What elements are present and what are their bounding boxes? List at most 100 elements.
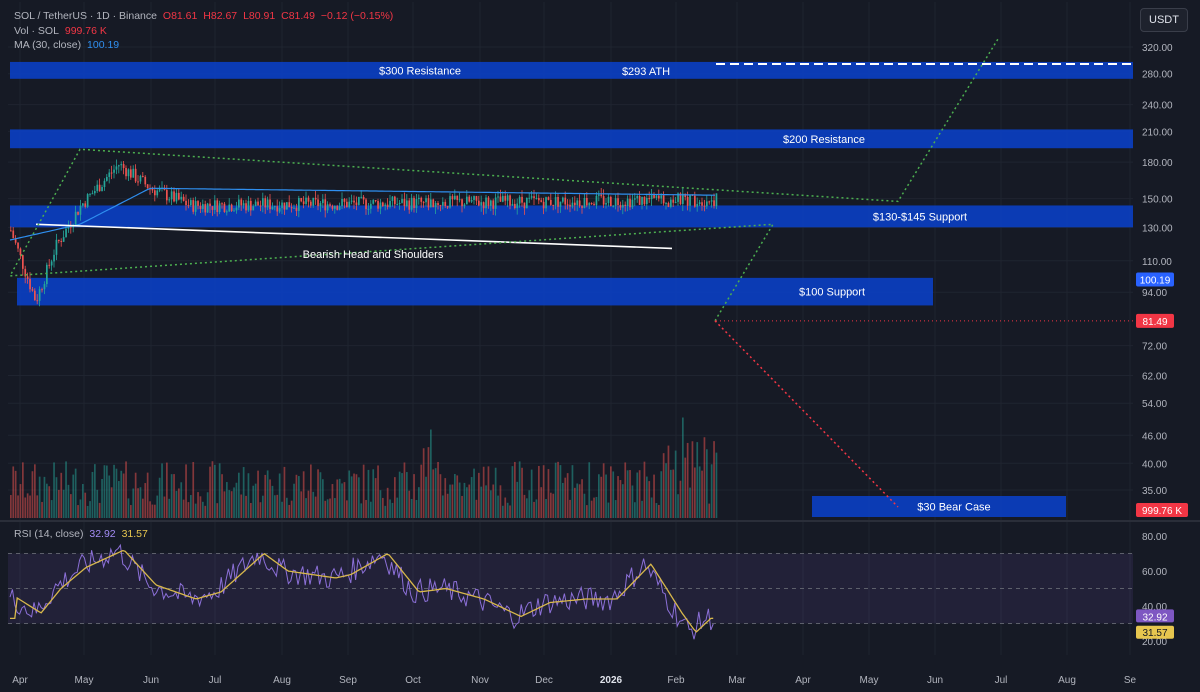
candle-body	[679, 193, 682, 204]
volume-bar	[48, 486, 51, 518]
candle-body	[689, 194, 691, 206]
volume-bar	[194, 503, 197, 518]
open-value: O81.61	[162, 10, 198, 22]
volume-bar	[552, 493, 555, 518]
volume-bar	[629, 470, 631, 518]
volume-bar	[593, 497, 595, 518]
volume-bar	[149, 501, 151, 518]
ma-price-badge-bg	[1136, 272, 1174, 287]
volume-bar	[420, 464, 423, 518]
volume-bar	[600, 476, 603, 518]
volume-bar	[362, 464, 365, 518]
candle-body	[463, 204, 466, 207]
lines-layer	[8, 38, 1133, 508]
volume-bar	[360, 503, 363, 518]
volume-label[interactable]: Vol · SOL	[14, 25, 59, 37]
rsi-label[interactable]: RSI (14, close)	[14, 528, 84, 540]
candle-body	[331, 205, 334, 209]
time-tick: Jun	[927, 675, 943, 686]
candle-body	[276, 206, 279, 212]
volume-bar	[223, 491, 226, 518]
volume-bar	[470, 477, 473, 518]
candle-body	[439, 205, 442, 207]
candle-body	[670, 199, 672, 207]
volume-bar	[125, 461, 127, 518]
candle-body	[674, 201, 677, 203]
candle-body	[415, 199, 418, 208]
volume-bar	[89, 501, 91, 518]
volume-bar	[166, 462, 168, 518]
volume-bar	[252, 485, 255, 518]
low-value: L80.91	[243, 10, 276, 22]
candle-body	[360, 196, 363, 198]
neckline	[35, 223, 673, 250]
candle-body	[319, 203, 322, 207]
candle-body	[646, 198, 648, 205]
zone-band	[812, 496, 1066, 517]
candle-body	[482, 202, 485, 209]
volume-bar	[490, 490, 492, 518]
volume-bar	[425, 476, 427, 518]
candle-body	[521, 196, 523, 203]
candle-body	[91, 193, 94, 195]
candle-body	[245, 203, 247, 211]
candle-body	[540, 200, 543, 202]
candle-body	[643, 196, 646, 205]
volume-bar	[192, 462, 195, 518]
candle-body	[365, 199, 367, 210]
candle-body	[586, 197, 588, 206]
symbol-title[interactable]: SOL / TetherUS · 1D · Binance	[14, 10, 157, 22]
currency-button[interactable]: USDT	[1140, 8, 1188, 32]
volume-bar	[175, 490, 178, 518]
volume-bar	[43, 476, 46, 518]
volume-bar	[367, 469, 370, 518]
volume-bar	[674, 450, 677, 518]
volume-bar	[353, 473, 355, 518]
volume-bar	[586, 505, 588, 518]
volume-bar	[502, 505, 504, 518]
candle-body	[336, 206, 339, 210]
volume-bar	[202, 501, 204, 518]
volume-bar	[70, 494, 72, 518]
candle-body	[295, 207, 298, 211]
time-tick: Se	[1124, 675, 1137, 686]
candle-body	[600, 194, 603, 197]
candle-body	[367, 208, 370, 210]
candle-body	[298, 198, 300, 211]
volume-bar	[497, 495, 499, 518]
volume-bar	[430, 429, 432, 518]
candle-body	[130, 169, 132, 178]
volume-bar	[331, 484, 334, 518]
ma-label[interactable]: MA (30, close)	[14, 39, 82, 51]
candle-body	[660, 195, 663, 199]
candle-body	[264, 198, 267, 208]
volume-bar	[185, 464, 187, 518]
volume-bar	[65, 461, 67, 518]
candle-body	[667, 203, 670, 207]
volume-bar	[569, 499, 571, 518]
candle-body	[574, 202, 576, 206]
volume-bar	[50, 500, 53, 518]
volume-bar	[478, 472, 480, 518]
volume-bar	[648, 481, 651, 518]
candle-body	[682, 193, 684, 204]
volume-bar	[240, 494, 243, 518]
volume-bar	[619, 480, 622, 518]
volume-bar	[358, 477, 360, 518]
volume-bar	[389, 499, 391, 518]
candle-body	[53, 254, 55, 262]
rsi-ma-line	[10, 549, 714, 633]
rsi-ma-value: 31.57	[121, 528, 148, 540]
volume-bar	[482, 466, 485, 518]
candle-body	[96, 184, 99, 192]
candle-body	[382, 202, 384, 207]
candle-body	[562, 197, 564, 202]
volume-bar	[228, 490, 231, 518]
volume-bar	[108, 475, 111, 518]
volume-bar	[622, 484, 624, 518]
candle-body	[394, 196, 396, 205]
close-value: C81.49	[281, 10, 315, 22]
volume-bar	[468, 484, 471, 518]
candle-body	[708, 201, 711, 203]
